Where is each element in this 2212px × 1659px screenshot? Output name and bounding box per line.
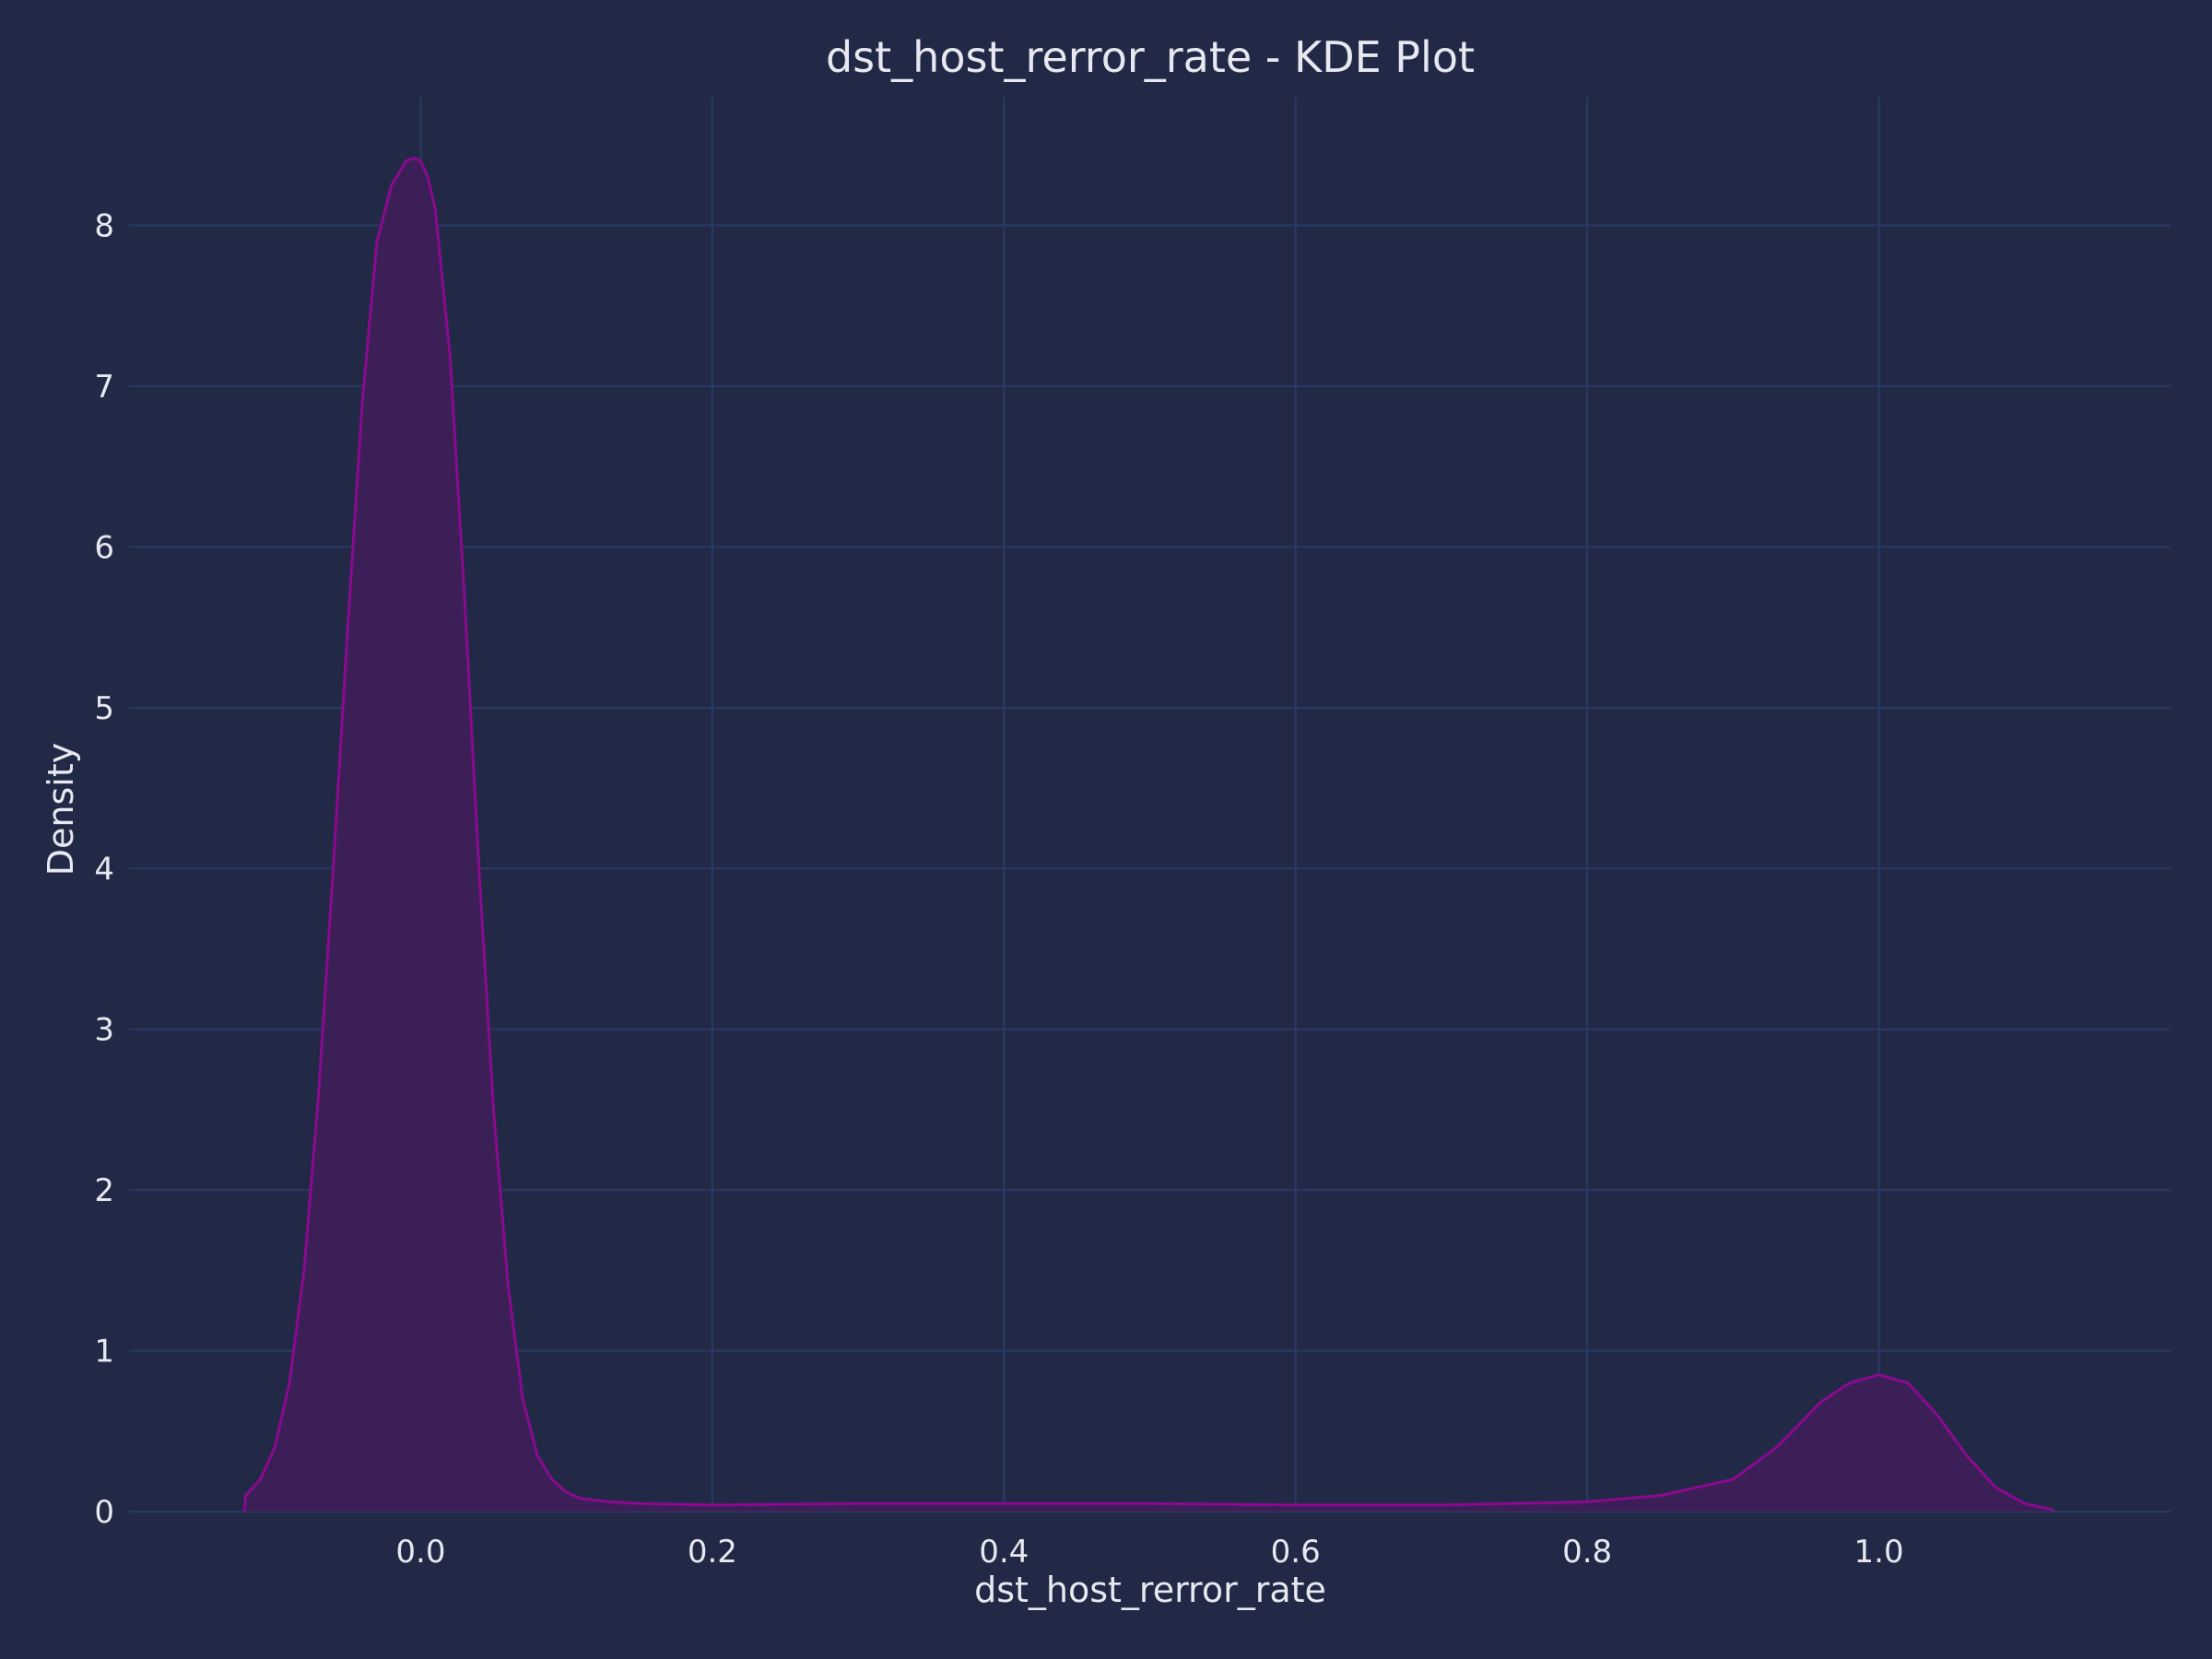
y-tick-label: 5 bbox=[94, 690, 114, 727]
x-tick-label: 0.6 bbox=[1271, 1534, 1321, 1571]
chart-title: dst_host_rerror_rate - KDE Plot bbox=[826, 32, 1475, 82]
kde-curve-line bbox=[242, 156, 2054, 1512]
y-tick-label: 2 bbox=[94, 1172, 114, 1209]
y-tick-label: 4 bbox=[94, 851, 114, 888]
x-tick-label: 0.4 bbox=[979, 1534, 1029, 1571]
y-tick-labels: 0 1 2 3 4 5 6 7 8 bbox=[94, 208, 114, 1531]
y-tick-label: 1 bbox=[94, 1334, 114, 1371]
x-tick-label: 1.0 bbox=[1854, 1534, 1904, 1571]
y-tick-label: 8 bbox=[94, 208, 114, 245]
y-tick-label: 3 bbox=[94, 1012, 114, 1049]
kde-area-fill bbox=[244, 158, 2054, 1512]
x-tick-label: 0.0 bbox=[395, 1534, 445, 1571]
x-axis-label: dst_host_rerror_rate bbox=[974, 1570, 1326, 1610]
x-tick-label: 0.2 bbox=[688, 1534, 737, 1571]
y-tick-label: 0 bbox=[94, 1494, 114, 1531]
y-axis-label: Density bbox=[41, 743, 81, 876]
y-tick-label: 7 bbox=[94, 369, 114, 406]
x-tick-labels: 0.0 0.2 0.4 0.6 0.8 1.0 bbox=[395, 1534, 1903, 1571]
x-tick-label: 0.8 bbox=[1562, 1534, 1612, 1571]
y-tick-label: 6 bbox=[94, 529, 114, 566]
